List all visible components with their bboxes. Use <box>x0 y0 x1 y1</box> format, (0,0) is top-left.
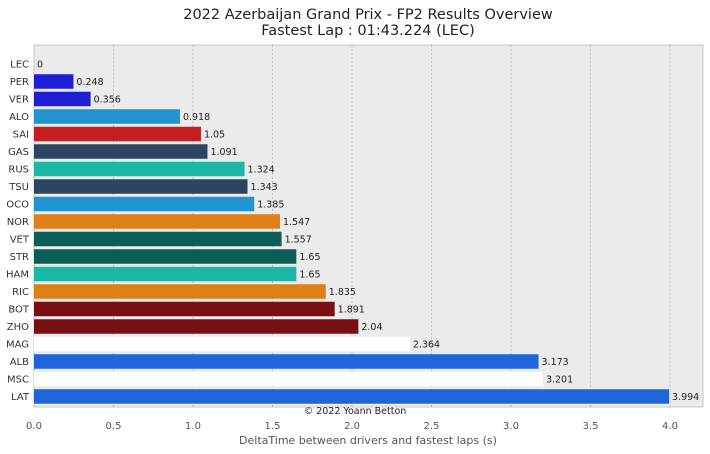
data-label: 3.201 <box>546 375 573 386</box>
bar <box>34 161 245 177</box>
bar <box>34 126 201 142</box>
bar <box>34 144 208 159</box>
data-label: 3.173 <box>542 357 569 368</box>
x-tick-label: 2.0 <box>344 421 360 432</box>
y-tick-label: ALO <box>9 112 29 123</box>
y-tick-label: NOR <box>7 217 29 228</box>
y-tick-label: HAM <box>6 270 29 281</box>
data-label: 1.091 <box>210 147 237 158</box>
data-label: 3.994 <box>672 392 699 403</box>
data-label: 2.364 <box>413 340 440 351</box>
y-tick-label: LEC <box>10 60 29 71</box>
x-tick-label: 0.0 <box>26 421 42 432</box>
y-tick-label: LAT <box>11 392 30 403</box>
bar <box>34 249 297 264</box>
data-label: 1.65 <box>299 270 320 281</box>
data-labels: 0 0.248 0.356 0.918 1.05 1.091 1.324 1.343 1.385… <box>37 60 699 404</box>
y-tick-label: MSC <box>7 375 29 386</box>
data-label: 1.385 <box>257 200 284 211</box>
bar <box>34 74 74 89</box>
y-tick-label: TSU <box>8 182 29 193</box>
y-tick-label: STR <box>10 252 29 263</box>
y-tick-label: RIC <box>12 287 29 298</box>
chart-title: 2022 Azerbaijan Grand Prix - FP2 Results… <box>183 7 553 23</box>
y-tick-label: SAI <box>13 130 29 141</box>
x-tick-labels: 0.0 0.5 1.0 1.5 2.0 2.5 3.0 3.5 4.0 <box>26 421 678 432</box>
bar <box>34 109 180 124</box>
bar <box>34 91 91 107</box>
y-tick-label: ALB <box>10 357 29 368</box>
bar <box>34 354 539 369</box>
y-tick-label: VET <box>10 235 30 246</box>
y-tick-label: ZHO <box>7 322 29 333</box>
data-label: 1.05 <box>204 130 225 141</box>
copyright-annotation: © 2022 Yoann Betton <box>304 406 407 417</box>
data-label: 0.356 <box>94 95 121 106</box>
data-label: 1.835 <box>329 287 356 298</box>
bar <box>34 319 359 334</box>
x-tick-label: 3.0 <box>503 421 519 432</box>
y-tick-label: OCO <box>6 200 29 211</box>
data-label: 0.248 <box>76 77 103 88</box>
x-tick-label: 1.0 <box>185 421 201 432</box>
y-tick-label: VER <box>9 95 29 106</box>
bar <box>34 336 410 352</box>
bar <box>34 301 335 317</box>
bar <box>34 371 543 387</box>
chart-subtitle: Fastest Lap : 01:43.224 (LEC) <box>261 23 475 39</box>
bar <box>34 266 297 282</box>
bar <box>34 196 255 212</box>
bar <box>34 231 282 247</box>
bar <box>34 284 326 299</box>
x-tick-label: 0.5 <box>106 421 122 432</box>
y-tick-labels: LEC PER VER ALO SAI GAS RUS TSU OCO NOR VET STR HAM R… <box>6 60 30 404</box>
bar <box>34 214 280 229</box>
y-tick-label: RUS <box>8 165 29 176</box>
data-label: 1.343 <box>251 182 278 193</box>
data-label: 0 <box>37 60 43 71</box>
data-label: 1.324 <box>248 165 275 176</box>
y-tick-label: PER <box>10 77 29 88</box>
data-label: 1.65 <box>299 252 320 263</box>
data-label: 2.04 <box>361 322 382 333</box>
y-tick-label: GAS <box>8 147 29 158</box>
bar <box>34 179 248 194</box>
x-tick-label: 3.5 <box>583 421 599 432</box>
y-tick-label: MAG <box>6 340 29 351</box>
data-label: 1.891 <box>338 305 365 316</box>
y-tick-label: BOT <box>8 305 30 316</box>
x-tick-label: 2.5 <box>424 421 440 432</box>
x-tick-label: 1.5 <box>265 421 281 432</box>
bar <box>34 389 670 404</box>
x-tick-label: 4.0 <box>662 421 678 432</box>
data-label: 1.547 <box>283 217 310 228</box>
bars <box>34 74 670 404</box>
x-axis-label: DeltaTime between drivers and fastest la… <box>239 434 497 447</box>
data-label: 1.557 <box>285 235 312 246</box>
data-label: 0.918 <box>183 112 210 123</box>
